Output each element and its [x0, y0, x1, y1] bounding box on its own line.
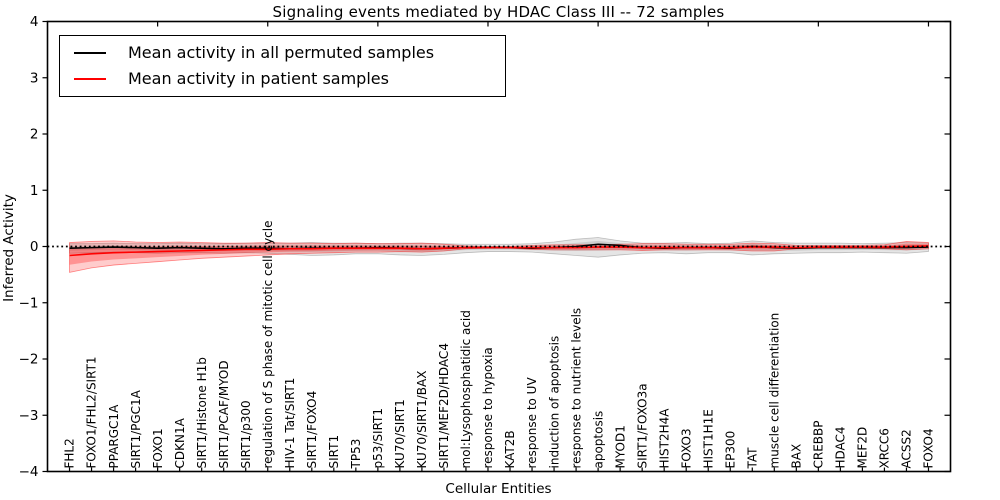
- x-tick-label: FOXO3: [679, 428, 693, 468]
- x-tick-label: response to UV: [525, 377, 539, 469]
- x-tick-label: XRCC6: [878, 428, 892, 468]
- plot-lines: [47, 243, 951, 257]
- x-tick-label: response to hypoxia: [481, 347, 495, 468]
- x-tick-label: induction of apoptosis: [547, 336, 561, 469]
- x-tick-label: SIRT1/PCAF/MYOD: [217, 360, 231, 468]
- x-tick-label: KU70/SIRT1: [393, 399, 407, 468]
- y-tick-label: 3: [30, 70, 39, 86]
- y-tick-label: 1: [30, 183, 39, 199]
- legend-entry-patient: Mean activity in patient samples: [60, 68, 505, 88]
- x-tick-label: HIST2H4A: [657, 408, 671, 469]
- x-tick-label: MYOD1: [613, 425, 627, 468]
- x-tick-label: muscle cell differentiation: [768, 313, 782, 469]
- x-tick-label: EP300: [723, 431, 737, 469]
- x-tick-label: KU70/SIRT1/BAX: [415, 371, 429, 469]
- x-tick-labels: FHL2 FOXO1/FHL2/SIRT1 PPARGC1A SIRT1/PGC1A F…: [63, 221, 936, 470]
- y-tick-label: −1: [19, 295, 39, 311]
- y-tick-label: 4: [30, 14, 39, 30]
- x-tick-label: FOXO1/FHL2/SIRT1: [85, 356, 99, 468]
- x-tick-label: SIRT1/p300: [239, 400, 253, 468]
- x-tick-label: ACSS2: [900, 429, 914, 468]
- x-tick-label: TP53: [349, 439, 363, 470]
- legend: Mean activity in all permuted samples Me…: [59, 35, 506, 97]
- x-tick-label: FHL2: [63, 438, 77, 468]
- x-tick-label: MEF2D: [856, 427, 870, 469]
- x-tick-label: regulation of S phase of mitotic cell cy…: [261, 221, 275, 469]
- x-tick-label: KAT2B: [503, 430, 517, 468]
- legend-label-permuted: Mean activity in all permuted samples: [128, 43, 435, 63]
- x-tick-label: CDKN1A: [173, 417, 187, 468]
- plot-bands: [69, 237, 929, 273]
- x-tick-label: SIRT1/Histone H1b: [195, 357, 209, 468]
- x-tick-label: HIST1H1E: [701, 409, 715, 468]
- x-tick-label: SIRT1: [327, 435, 341, 469]
- x-tick-label: FOXO4: [922, 428, 936, 468]
- x-tick-label: PPARGC1A: [107, 404, 121, 469]
- x-tick-label: FOXO1: [151, 428, 165, 468]
- x-tick-label: HIV-1 Tat/SIRT1: [283, 378, 297, 469]
- x-tick-label: p53/SIRT1: [371, 408, 385, 469]
- x-tick-label: SIRT1/PGC1A: [129, 389, 143, 468]
- chart-title: Signaling events mediated by HDAC Class …: [272, 3, 725, 21]
- x-tick-label: HDAC4: [834, 426, 848, 468]
- x-axis-label: Cellular Entities: [445, 481, 552, 497]
- y-tick-label: −4: [19, 464, 39, 480]
- legend-label-patient: Mean activity in patient samples: [128, 68, 389, 88]
- legend-entry-permuted: Mean activity in all permuted samples: [60, 45, 505, 61]
- x-tick-label: response to nutrient levels: [569, 308, 583, 469]
- y-tick-label: −2: [19, 352, 39, 368]
- y-tick-label: 0: [30, 239, 39, 255]
- x-tick-label: mol:Lysophosphatidic acid: [459, 310, 473, 468]
- y-tick-labels: 4 3 2 1 0 −1 −2 −3 −4: [19, 14, 39, 480]
- axis-ticks: [42, 20, 951, 473]
- x-tick-label: BAX: [790, 444, 804, 469]
- x-tick-label: SIRT1/MEF2D/HDAC4: [437, 343, 451, 468]
- y-tick-label: −3: [19, 408, 39, 424]
- y-axis-label: Inferred Activity: [1, 194, 17, 302]
- patient-mean-line: [69, 245, 929, 257]
- x-tick-label: SIRT1/FOXO3a: [635, 383, 649, 468]
- permuted-line-swatch: [74, 52, 106, 55]
- patient-line-swatch: [74, 77, 106, 80]
- x-tick-label: TAT: [745, 447, 759, 470]
- x-tick-label: CREBBP: [812, 421, 826, 469]
- x-tick-label: apoptosis: [591, 411, 605, 469]
- x-tick-label: SIRT1/FOXO4: [305, 391, 319, 469]
- y-tick-label: 2: [30, 127, 39, 143]
